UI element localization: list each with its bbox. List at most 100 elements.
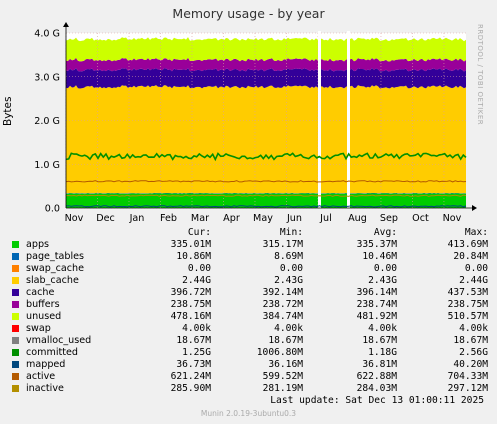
x-tick-label: Nov (443, 213, 462, 224)
legend-header-min: Min: (279, 227, 303, 238)
legend-max: 413.69M (447, 239, 488, 250)
legend-min: 384.74M (262, 311, 303, 322)
legend-min: 1006.80M (256, 347, 303, 358)
legend-cur: 18.67M (176, 335, 211, 346)
legend-name: buffers (26, 299, 60, 310)
rrdtool-credit: RRDTOOL / TOBI OETIKER (476, 24, 484, 126)
legend-name: apps (26, 239, 50, 250)
legend-avg: 10.46M (362, 251, 397, 262)
area-unused (66, 37, 466, 62)
legend-name: active (26, 371, 56, 382)
x-tick-label: Aug (348, 213, 367, 224)
legend-swatch (12, 324, 19, 332)
legend-name: vmalloc_used (26, 335, 92, 346)
legend-row-buffers: buffers 238.75M 238.72M 238.74M 238.75M (12, 299, 488, 311)
legend-row-unused: unused 478.16M 384.74M 481.92M 510.57M (12, 311, 488, 323)
x-tick-label: Oct (412, 213, 429, 224)
x-tick-label: Jul (319, 213, 332, 224)
legend-min: 4.00k (274, 323, 303, 334)
line-committed (65, 152, 467, 162)
y-axis-arrow (63, 22, 69, 27)
legend-cur: 478.16M (170, 311, 211, 322)
legend-avg: 36.81M (362, 359, 397, 370)
y-tick-label: 3.0 G (34, 72, 60, 83)
x-axis-arrow (472, 205, 477, 211)
legend-min: 8.69M (274, 251, 303, 262)
legend-name: cache (26, 287, 55, 298)
legend-min: 36.16M (268, 359, 303, 370)
legend-avg: 335.37M (356, 239, 397, 250)
legend-avg: 396.14M (356, 287, 397, 298)
legend-name: inactive (26, 383, 64, 394)
legend-row-active: active 621.24M 599.52M 622.88M 704.33M (12, 371, 488, 383)
legend-name: committed (26, 347, 79, 358)
legend-swatch (12, 360, 19, 368)
line-active (65, 180, 467, 183)
legend-cur: 396.72M (170, 287, 211, 298)
x-tick-label: Dec (96, 213, 115, 224)
legend-row-slab-cache: slab_cache 2.44G 2.43G 2.43G 2.44G (12, 275, 488, 287)
legend-max: 20.84M (453, 251, 488, 262)
legend-cur: 238.75M (170, 299, 211, 310)
legend-header-max: Max: (464, 227, 488, 238)
last-update: Last update: Sat Dec 13 01:00:11 2025 (270, 395, 484, 406)
legend-cur: 335.01M (170, 239, 211, 250)
line-mapped (65, 205, 467, 208)
legend-swatch (12, 240, 19, 248)
legend-name: slab_cache (26, 275, 79, 286)
x-tick-label: Apr (223, 213, 240, 224)
legend-row-swap: swap 4.00k 4.00k 4.00k 4.00k (12, 323, 488, 335)
y-tick-label: 1.0 G (34, 160, 60, 171)
legend-name: page_tables (26, 251, 85, 262)
legend-swatch (12, 348, 19, 356)
legend-cur: 4.00k (182, 323, 211, 334)
legend-max: 4.00k (459, 323, 488, 334)
legend-name: swap (26, 323, 51, 334)
legend-row-page-tables: page_tables 10.86M 8.69M 10.46M 20.84M (12, 251, 488, 263)
legend-swatch (12, 252, 19, 260)
legend-cur: 36.73M (176, 359, 211, 370)
legend-header-cur: Cur: (187, 227, 211, 238)
legend-min: 599.52M (262, 371, 303, 382)
legend-max: 704.33M (447, 371, 488, 382)
x-tick-label: Feb (160, 213, 177, 224)
legend-row-inactive: inactive 285.90M 281.19M 284.03M 297.12M (12, 383, 488, 395)
legend-row-swap-cache: swap_cache 0.00 0.00 0.00 0.00 (12, 263, 488, 275)
x-tick-label: Jan (129, 213, 145, 224)
legend-row-cache: cache 396.72M 392.14M 396.14M 437.53M (12, 287, 488, 299)
legend-avg: 0.00 (373, 263, 397, 274)
x-tick-label: May (253, 213, 273, 224)
y-tick-label: 0.0 (45, 204, 60, 215)
legend-name: mapped (26, 359, 66, 370)
legend-header-avg: Avg: (373, 227, 397, 238)
legend-max: 18.67M (453, 335, 488, 346)
line-inactive (65, 194, 467, 197)
legend-avg: 1.18G (368, 347, 397, 358)
legend-avg: 284.03M (356, 383, 397, 394)
legend-min: 2.43G (274, 275, 303, 286)
data-gap (347, 31, 350, 208)
legend-avg: 238.74M (356, 299, 397, 310)
legend-swatch (12, 264, 19, 272)
data-gap (318, 31, 321, 208)
legend-avg: 622.88M (356, 371, 397, 382)
legend-cur: 10.86M (176, 251, 211, 262)
legend-max: 2.56G (459, 347, 488, 358)
legend-avg: 481.92M (356, 311, 397, 322)
legend-row-apps: apps 335.01M 315.17M 335.37M 413.69M (12, 239, 488, 251)
x-tick-label: Mar (191, 213, 209, 224)
y-axis-label: Bytes (2, 96, 14, 126)
legend-row-vmalloc-used: vmalloc_used 18.67M 18.67M 18.67M 18.67M (12, 335, 488, 347)
legend-swatch (12, 336, 19, 344)
y-tick-label: 2.0 G (34, 116, 60, 127)
legend-max: 2.44G (459, 275, 488, 286)
legend-cur: 2.44G (182, 275, 211, 286)
chart-title: Memory usage - by year (172, 6, 325, 21)
legend-min: 18.67M (268, 335, 303, 346)
area-slab-cache (66, 85, 466, 194)
legend-max: 0.00 (464, 263, 488, 274)
x-tick-label: Nov (65, 213, 84, 224)
legend-max: 437.53M (447, 287, 488, 298)
legend-avg: 18.67M (362, 335, 397, 346)
munin-version: Munin 2.0.19-3ubuntu0.3 (200, 409, 297, 418)
